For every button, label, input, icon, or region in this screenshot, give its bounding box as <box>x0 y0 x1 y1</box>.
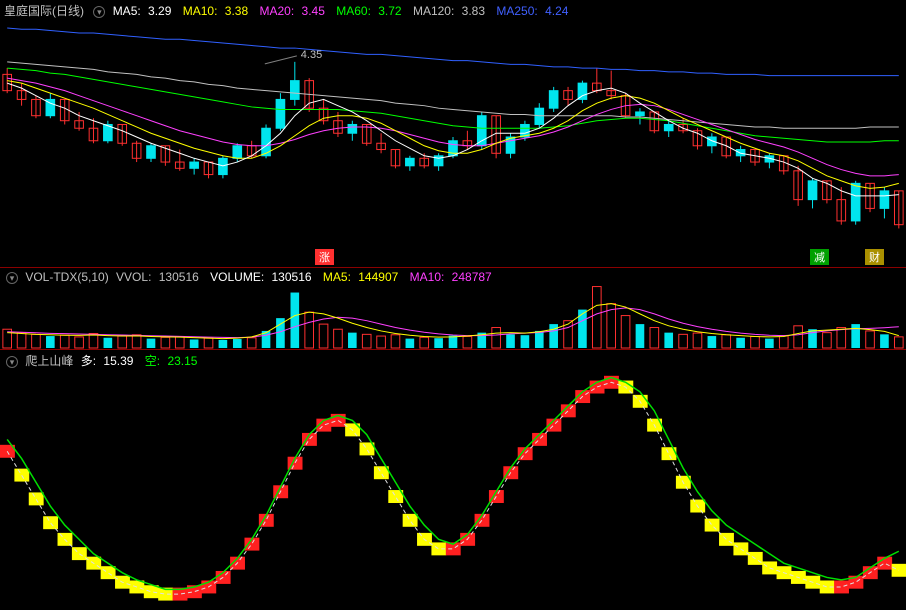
chevron-down-icon[interactable]: ▾ <box>6 356 18 368</box>
price-chart[interactable]: 4.35 <box>0 0 906 268</box>
ma250-label: MA250: <box>496 4 537 18</box>
vol-ma5-label: MA5: <box>323 270 351 284</box>
price-header: 皇庭国际(日线) ▾ MA5: 3.29 MA10: 3.38 MA20: 3.… <box>4 2 576 19</box>
ma20-label: MA20: <box>259 4 294 18</box>
ma120-label: MA120: <box>413 4 454 18</box>
volume-panel[interactable]: ▾ VOL-TDX(5,10) VVOL: 130516 VOLUME: 130… <box>0 268 906 350</box>
ma20-value: 3.45 <box>302 4 325 18</box>
volume-header: ▾ VOL-TDX(5,10) VVOL: 130516 VOLUME: 130… <box>4 270 500 284</box>
badge-zhang: 涨 <box>315 249 334 265</box>
badge-cai: 财 <box>865 249 884 265</box>
chevron-down-icon[interactable]: ▾ <box>93 6 105 18</box>
indicator-panel[interactable]: ▾ 爬上山峰 多: 15.39 空: 23.15 <box>0 350 906 610</box>
vol-ma10-label: MA10: <box>410 270 445 284</box>
ind-title: 爬上山峰 <box>25 354 73 368</box>
vol-title: VOL-TDX(5,10) <box>25 270 108 284</box>
ma120-value: 3.83 <box>462 4 485 18</box>
kong-label: 空: <box>145 354 160 368</box>
volume-value: 130516 <box>272 270 312 284</box>
vvol-value: 130516 <box>159 270 199 284</box>
price-panel[interactable]: 皇庭国际(日线) ▾ MA5: 3.29 MA10: 3.38 MA20: 3.… <box>0 0 906 268</box>
ma10-value: 3.38 <box>225 4 248 18</box>
vol-ma5-value: 144907 <box>358 270 398 284</box>
ma60-label: MA60: <box>336 4 371 18</box>
stock-title: 皇庭国际(日线) <box>4 4 84 18</box>
chevron-down-icon[interactable]: ▾ <box>6 272 18 284</box>
badge-jian: 减 <box>810 249 829 265</box>
kong-value: 23.15 <box>167 354 197 368</box>
vvol-label: VVOL: <box>116 270 151 284</box>
indicator-header: ▾ 爬上山峰 多: 15.39 空: 23.15 <box>4 352 205 369</box>
volume-label: VOLUME: <box>210 270 264 284</box>
duo-value: 15.39 <box>103 354 133 368</box>
ma5-value: 3.29 <box>148 4 171 18</box>
ma250-value: 4.24 <box>545 4 568 18</box>
ma10-label: MA10: <box>183 4 218 18</box>
indicator-chart[interactable] <box>0 350 906 610</box>
svg-text:4.35: 4.35 <box>301 49 322 61</box>
vol-ma10-value: 248787 <box>452 270 492 284</box>
ma60-value: 3.72 <box>378 4 401 18</box>
ma5-label: MA5: <box>113 4 141 18</box>
duo-label: 多: <box>81 354 96 368</box>
